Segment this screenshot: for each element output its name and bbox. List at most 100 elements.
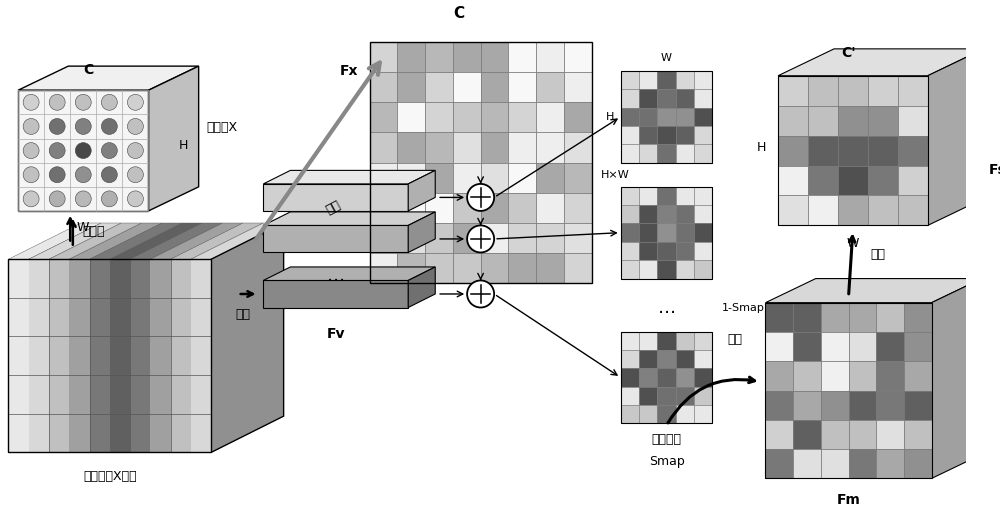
Bar	[657, 368, 676, 387]
Bar	[676, 187, 694, 205]
Text: 提取: 提取	[235, 308, 250, 322]
Bar	[778, 76, 808, 106]
Bar	[639, 71, 657, 89]
Text: C: C	[84, 63, 94, 77]
Circle shape	[101, 94, 117, 110]
Bar	[536, 193, 564, 223]
Bar	[69, 259, 90, 452]
Bar	[130, 259, 150, 452]
Circle shape	[23, 94, 39, 110]
Bar	[765, 449, 793, 479]
Text: W: W	[77, 221, 89, 233]
Bar	[657, 350, 676, 368]
Bar	[425, 42, 453, 72]
Bar	[508, 193, 536, 223]
Bar	[18, 90, 148, 211]
Bar	[397, 42, 425, 72]
Text: …: …	[657, 299, 676, 317]
Bar	[621, 368, 639, 387]
Circle shape	[127, 191, 143, 207]
Polygon shape	[69, 223, 162, 259]
Bar	[425, 163, 453, 193]
Bar	[536, 102, 564, 132]
Bar	[898, 106, 928, 135]
Text: 自采样: 自采样	[82, 225, 105, 238]
Circle shape	[23, 191, 39, 207]
Bar	[849, 361, 876, 390]
Bar	[821, 303, 849, 332]
Bar	[397, 72, 425, 102]
Bar	[849, 390, 876, 420]
Circle shape	[75, 119, 91, 134]
Bar	[508, 253, 536, 283]
Bar	[778, 195, 808, 225]
Polygon shape	[148, 66, 199, 211]
Bar	[171, 259, 191, 452]
Bar	[765, 361, 793, 390]
Bar	[868, 76, 898, 106]
Bar	[564, 163, 592, 193]
Bar	[904, 390, 932, 420]
Bar	[694, 89, 712, 108]
Bar	[657, 224, 676, 242]
Bar	[621, 187, 712, 279]
Polygon shape	[29, 223, 121, 259]
Text: …: …	[327, 267, 345, 285]
Bar	[868, 106, 898, 135]
Bar	[657, 71, 676, 89]
Bar	[876, 332, 904, 361]
Bar	[657, 387, 676, 405]
Bar	[876, 420, 904, 449]
Text: H: H	[179, 139, 188, 152]
Text: Smap: Smap	[649, 455, 684, 468]
Polygon shape	[408, 212, 435, 252]
Bar	[676, 126, 694, 144]
Text: C': C'	[841, 46, 855, 60]
Bar	[508, 102, 536, 132]
Circle shape	[467, 281, 494, 307]
Bar	[397, 163, 425, 193]
Bar	[639, 126, 657, 144]
Text: H: H	[757, 142, 766, 154]
Bar	[639, 387, 657, 405]
Bar	[657, 205, 676, 224]
Bar	[821, 420, 849, 449]
Text: 相似性图: 相似性图	[652, 433, 682, 446]
Text: 平铺: 平铺	[324, 199, 344, 218]
Bar	[676, 205, 694, 224]
Bar	[397, 253, 425, 283]
Circle shape	[49, 191, 65, 207]
Circle shape	[49, 167, 65, 183]
Polygon shape	[150, 223, 243, 259]
Bar	[676, 405, 694, 423]
Bar	[150, 259, 171, 452]
Bar	[508, 42, 536, 72]
Bar	[370, 42, 397, 72]
Text: 特征层X: 特征层X	[206, 121, 238, 134]
Polygon shape	[110, 223, 203, 259]
Bar	[621, 71, 639, 89]
Bar	[621, 144, 639, 163]
Bar	[876, 361, 904, 390]
Bar	[564, 132, 592, 163]
Bar	[453, 253, 481, 283]
Bar	[898, 76, 928, 106]
Bar	[657, 108, 676, 126]
Bar	[481, 223, 508, 253]
Circle shape	[467, 225, 494, 252]
Circle shape	[23, 119, 39, 134]
Bar	[808, 166, 838, 195]
Bar	[564, 223, 592, 253]
Bar	[621, 242, 639, 260]
Bar	[876, 449, 904, 479]
Circle shape	[101, 167, 117, 183]
Bar	[694, 205, 712, 224]
Bar	[453, 193, 481, 223]
Circle shape	[101, 191, 117, 207]
Text: H×W: H×W	[601, 170, 630, 180]
Bar	[90, 259, 110, 452]
Bar	[676, 387, 694, 405]
Bar	[481, 72, 508, 102]
Bar	[621, 331, 712, 423]
Bar	[808, 76, 838, 106]
